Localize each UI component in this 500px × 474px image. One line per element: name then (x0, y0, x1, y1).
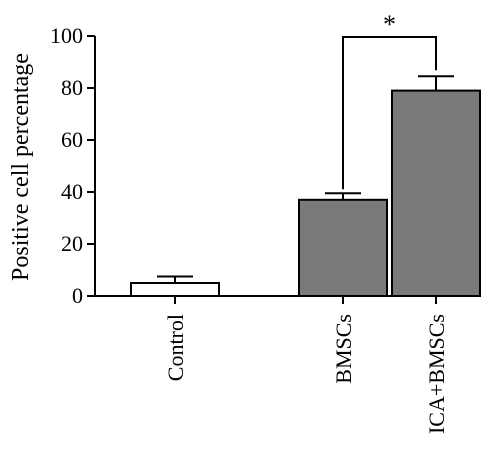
y-tick-label: 100 (50, 23, 83, 48)
y-tick-label: 0 (72, 283, 83, 308)
significance-annotations: * (342, 10, 437, 190)
y-tick-label: 20 (61, 231, 83, 256)
significance-star: * (383, 10, 396, 39)
x-axis: Control BMSCs ICA+BMSCs (95, 295, 470, 434)
significance-bracket (342, 36, 437, 190)
y-tick-label: 40 (61, 179, 83, 204)
y-tick-label: 60 (61, 127, 83, 152)
x-category-label: BMSCs (331, 314, 356, 384)
x-category-label: Control (163, 314, 188, 381)
bar-control (130, 282, 220, 297)
bar-ica-bmscs (391, 89, 481, 297)
y-tick-label: 80 (61, 75, 83, 100)
x-category-label: ICA+BMSCs (424, 314, 449, 434)
y-axis: 0 20 40 60 80 100 (50, 23, 96, 308)
bars (130, 75, 481, 297)
y-axis-title: Positive cell percentage (8, 53, 34, 281)
bar-bmscs (298, 198, 388, 297)
